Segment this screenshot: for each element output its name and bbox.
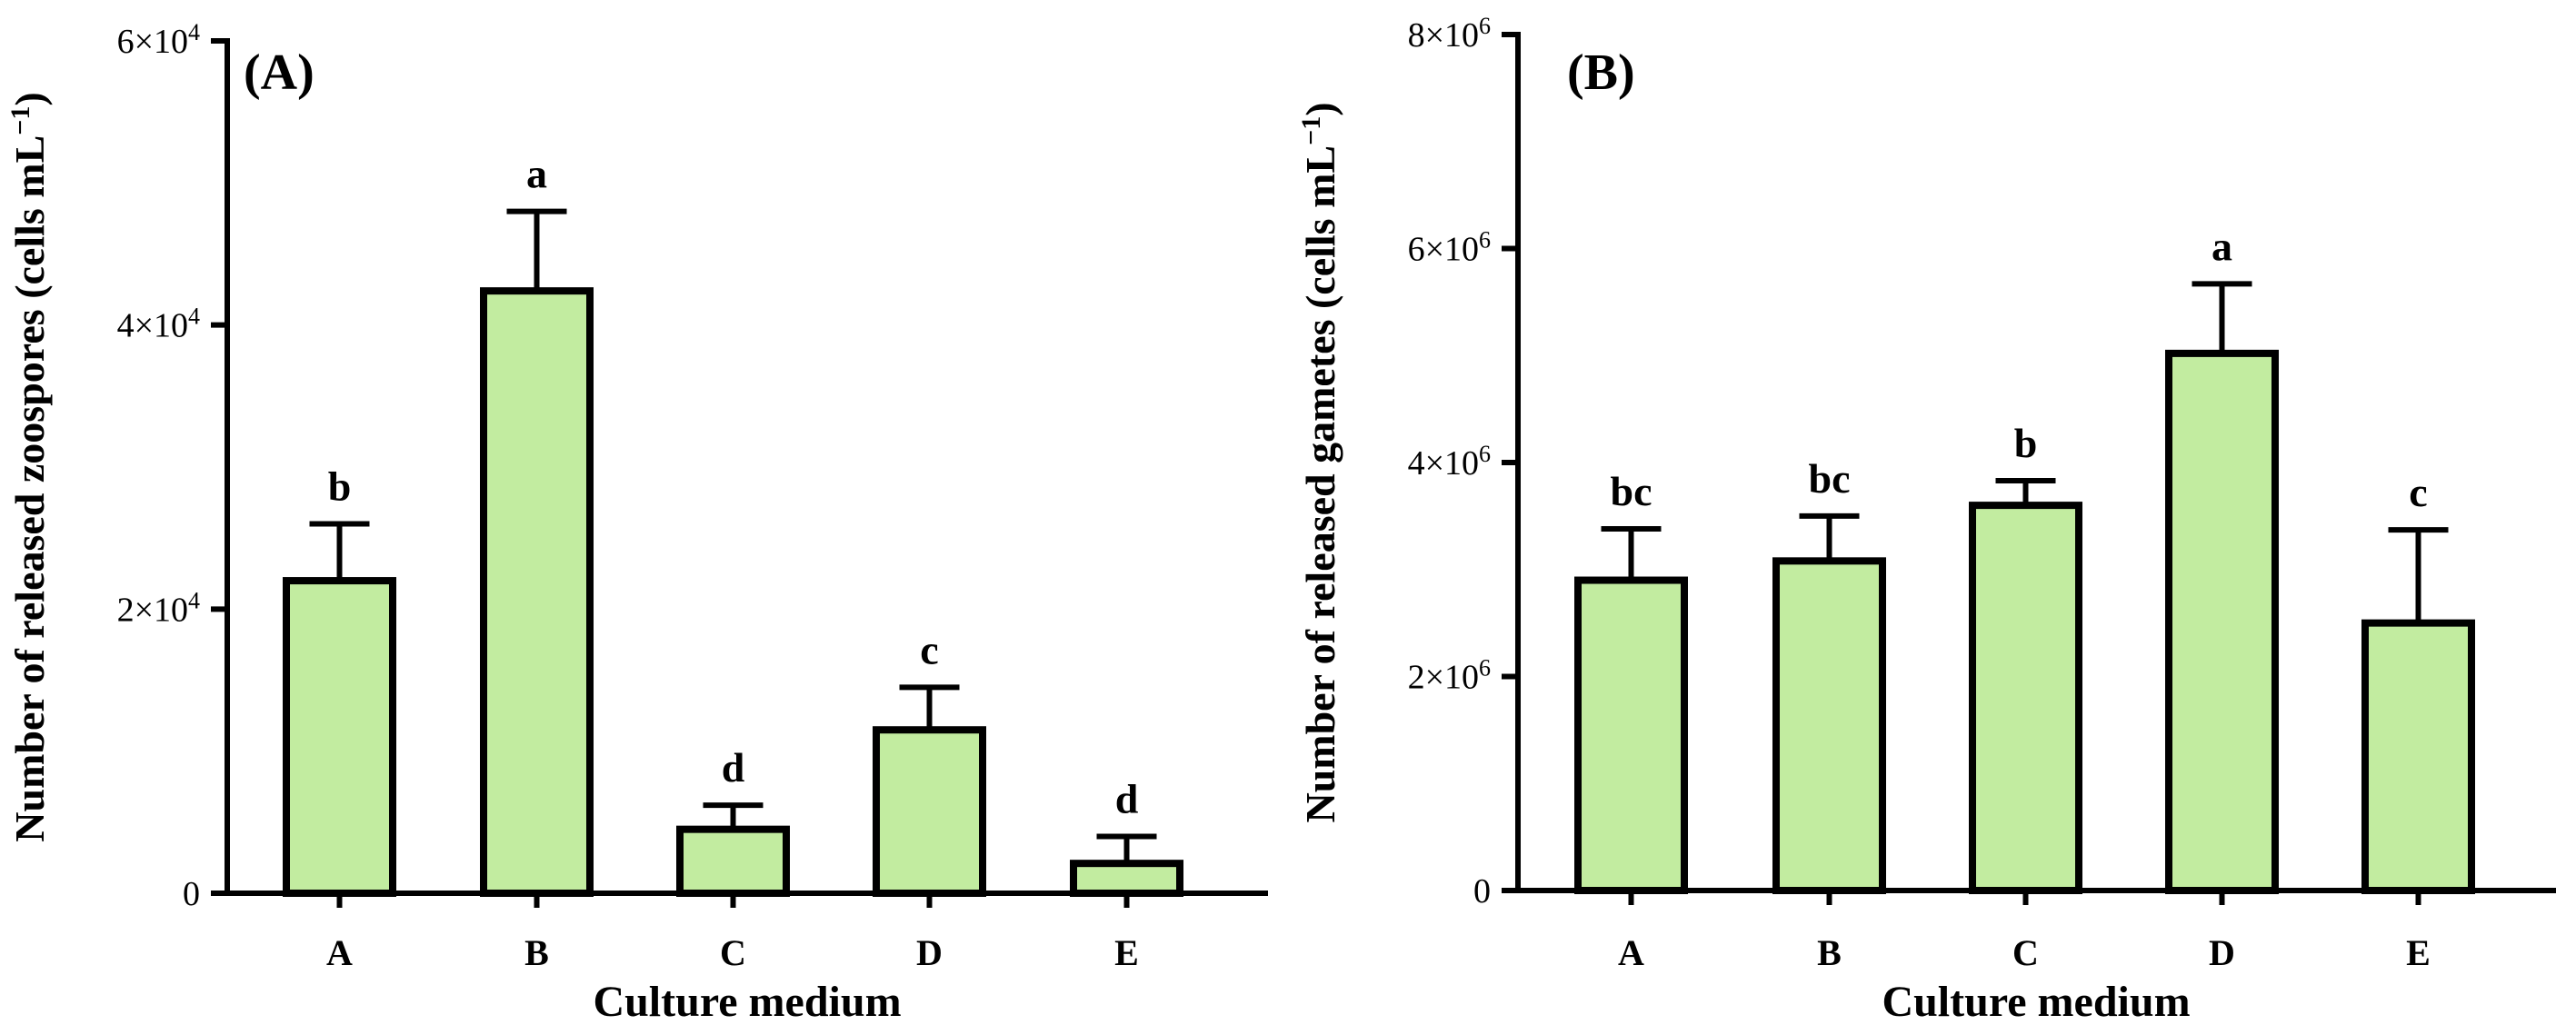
y-tick-exponent: 6 (1479, 655, 1491, 682)
bar-B (480, 287, 594, 897)
y-tick-label: 2×104 (117, 587, 200, 629)
x-tick-label-B: B (524, 932, 549, 973)
x-tick-label-D: D (916, 932, 943, 973)
bar-C (676, 825, 790, 898)
y-tick-label: 4×104 (117, 304, 200, 345)
x-tick-label-A: A (326, 932, 353, 973)
significance-label-D: a (2212, 223, 2232, 269)
y-tick-exponent: 6 (1479, 13, 1491, 39)
x-axis-title: Culture medium (593, 978, 901, 1025)
y-tick-label: 0 (1473, 872, 1491, 911)
panel-label: (A) (244, 45, 315, 101)
significance-label-C: b (2014, 420, 2038, 466)
bar-C (1969, 502, 2082, 894)
x-tick-label-E: E (2406, 932, 2431, 973)
y-axis-title-superscript: −1 (5, 106, 35, 135)
x-tick-label-C: C (2012, 932, 2039, 973)
bar-D (873, 726, 986, 898)
significance-label-A: bc (1611, 468, 1652, 514)
significance-label-D: c (920, 626, 938, 672)
y-tick-label: 4×106 (1408, 441, 1491, 483)
y-tick-label: 6×104 (117, 19, 200, 61)
y-tick-label: 0 (183, 875, 200, 913)
panel-label: (B) (1567, 45, 1635, 101)
y-tick-exponent: 6 (1479, 227, 1491, 254)
x-axis-title: Culture medium (1882, 978, 2190, 1025)
significance-label-B: bc (1809, 455, 1851, 502)
x-tick-label-E: E (1114, 932, 1139, 973)
y-tick-exponent: 6 (1479, 441, 1491, 467)
y-axis-title-end: ) (6, 92, 53, 105)
y-axis-title: Number of released zoospores (cells mL−1… (5, 92, 53, 841)
x-tick-label-D: D (2209, 932, 2235, 973)
x-tick-label-A: A (1618, 932, 1644, 973)
x-tick-label-C: C (720, 932, 746, 973)
bar-A (283, 577, 396, 897)
panel-b: bc Abc Bb Ca Dc E 0 2×106 4×106 6×106 8×106 (B) Cult… (1296, 13, 2556, 1025)
y-tick-label: 2×106 (1408, 655, 1491, 697)
y-tick-exponent: 4 (188, 587, 200, 613)
bar-E (1070, 860, 1183, 897)
significance-label-E: d (1115, 775, 1139, 821)
y-axis-title-superscript: −1 (1296, 116, 1326, 145)
bar-D (2165, 349, 2279, 894)
x-tick-label-B: B (1817, 932, 1842, 973)
significance-label-C: d (722, 744, 745, 791)
y-tick-exponent: 4 (188, 19, 200, 45)
y-tick-label: 6×106 (1408, 227, 1491, 269)
significance-label-B: a (526, 151, 547, 197)
y-axis-title: Number of released gametes (cells mL−1) (1296, 102, 1343, 822)
bar-B (1772, 557, 1886, 895)
y-axis-title-end: ) (1297, 102, 1343, 115)
bar-E (2361, 619, 2475, 894)
significance-label-A: b (328, 463, 352, 510)
bar-A (1574, 576, 1688, 895)
y-tick-label: 8×106 (1408, 13, 1491, 55)
panel-a: b Aa Bd Cc Dd E 0 2×104 4×104 6×104 (A) Culture med… (5, 19, 1268, 1025)
y-tick-exponent: 4 (188, 304, 200, 330)
significance-label-E: c (2409, 469, 2427, 515)
